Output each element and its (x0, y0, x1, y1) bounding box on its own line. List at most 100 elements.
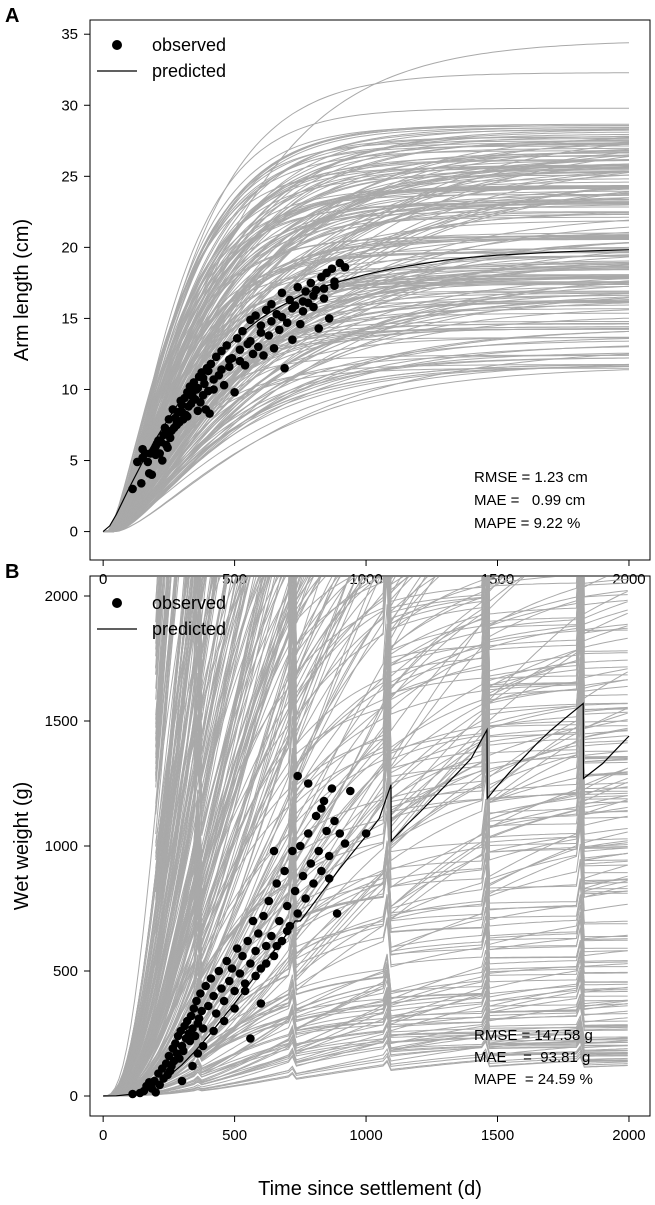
y-tick-label: 2000 (45, 588, 78, 605)
observed-point (217, 365, 226, 374)
simulation-curve (103, 165, 629, 533)
observed-point (158, 456, 167, 465)
panel-a-y-axis-title: Arm length (cm) (11, 219, 33, 361)
observed-point (327, 784, 337, 793)
simulation-curve (155, 577, 269, 1031)
simulation-curve (103, 969, 628, 1097)
observed-point (209, 385, 218, 394)
observed-point (189, 1004, 199, 1013)
observed-point (217, 346, 226, 356)
observed-point (251, 311, 260, 320)
simulation-curve (103, 125, 629, 533)
simulation-curve (103, 577, 628, 1097)
observed-point (314, 846, 324, 856)
simulation-curve (103, 330, 630, 533)
observed-point (230, 388, 239, 397)
observed-point (155, 1080, 164, 1090)
observed-point (204, 1001, 213, 1011)
observed-point (251, 946, 260, 956)
observed-point (259, 351, 268, 360)
panel-a-legend-observed: observed (152, 35, 226, 55)
simulation-curve (155, 577, 314, 1043)
observed-point (171, 1039, 180, 1048)
y-tick-label: 0 (70, 1088, 78, 1105)
simulation-curve (103, 837, 628, 1097)
simulation-curve (103, 961, 628, 1097)
y-tick-label: 5 (70, 453, 78, 470)
simulation-curve (103, 577, 628, 1097)
predicted-line (103, 702, 630, 1097)
simulation-curve (103, 156, 630, 533)
observed-point (137, 479, 146, 488)
simulation-curve (103, 577, 628, 1097)
observed-point (151, 442, 160, 451)
panel-b-stats: RMSE = 147.58 g MAE = 93.81 g MAPE = 24.… (474, 1027, 593, 1088)
simulation-curve (103, 1048, 628, 1097)
observed-point (186, 1011, 196, 1021)
simulation-curve (103, 890, 628, 1097)
simulation-curve (103, 143, 629, 533)
observed-point (293, 771, 303, 781)
y-tick-label: 20 (61, 239, 78, 256)
panel-a-observed-points (128, 258, 350, 494)
panel-a-simulation-curves (102, 42, 630, 533)
observed-point (298, 871, 308, 881)
observed-point (188, 1061, 197, 1071)
observed-point (346, 786, 355, 796)
observed-point (225, 355, 234, 364)
observed-point (219, 380, 229, 390)
observed-point (194, 1014, 204, 1023)
observed-point (288, 846, 297, 856)
observed-point (190, 1031, 200, 1041)
observed-point (222, 341, 231, 350)
observed-point (192, 996, 201, 1006)
observed-point (256, 328, 266, 337)
simulation-curve (103, 214, 629, 533)
simulation-curve (103, 131, 630, 533)
observed-point (243, 936, 252, 946)
panel-b-y-axis-title: Wet weight (g) (11, 782, 33, 911)
simulation-curve (155, 577, 260, 987)
observed-point (211, 1009, 221, 1018)
y-tick-label: 35 (61, 26, 78, 43)
simulation-curve (103, 1055, 628, 1097)
simulation-curve (103, 151, 630, 533)
observed-point (314, 324, 324, 333)
simulation-curve (103, 577, 211, 1097)
simulation-curve (103, 363, 630, 533)
observed-point (196, 989, 205, 998)
observed-point (240, 979, 250, 988)
panel-a-rmse: RMSE = 1.23 cm (474, 469, 588, 486)
observed-point (319, 796, 329, 806)
observed-point (340, 839, 350, 848)
observed-point (179, 1046, 188, 1056)
observed-point (175, 1054, 184, 1063)
simulation-curve (103, 577, 628, 1097)
simulation-curve (103, 171, 630, 533)
observed-point (309, 879, 318, 888)
observed-point (128, 484, 137, 494)
simulation-curve (103, 317, 630, 533)
simulation-curve (102, 168, 630, 533)
simulation-curve (155, 577, 296, 1021)
simulation-curve (155, 577, 251, 1002)
simulation-curve (155, 577, 238, 989)
observed-point (296, 841, 305, 851)
observed-point (319, 294, 329, 303)
simulation-curve (156, 0, 629, 68)
y-tick-label: 15 (61, 310, 78, 327)
observed-point (232, 944, 242, 953)
observed-point (296, 319, 305, 329)
panel-a-label: A (5, 5, 19, 27)
observed-point (309, 291, 318, 301)
simulation-curve (103, 846, 628, 1097)
simulation-curve (103, 128, 630, 533)
simulation-curve (103, 290, 629, 533)
observed-point (301, 894, 310, 903)
observed-point (261, 305, 271, 315)
y-tick-label: 1000 (45, 838, 78, 855)
simulation-curve (103, 978, 628, 1097)
observed-point (269, 846, 279, 856)
observed-point (280, 866, 289, 876)
